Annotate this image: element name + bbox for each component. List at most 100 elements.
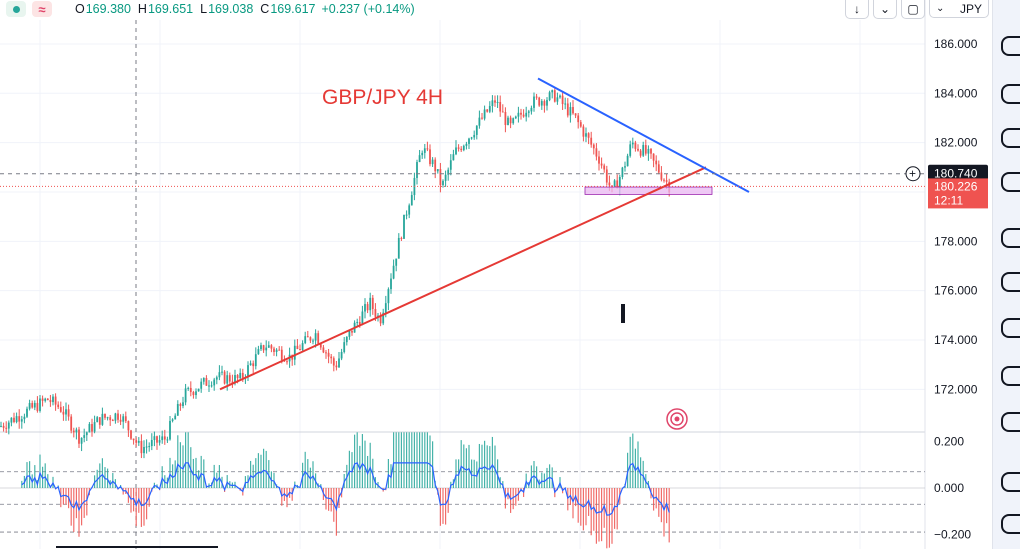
- candle-body: [18, 416, 21, 422]
- candle-body: [410, 195, 413, 206]
- candle-body: [457, 147, 460, 149]
- candle-body: [483, 109, 486, 119]
- candle-body: [371, 297, 374, 309]
- candle-body: [574, 113, 577, 116]
- price-tick-label: 174.000: [934, 333, 978, 347]
- candle-body: [499, 101, 502, 112]
- candle-body: [525, 112, 528, 117]
- candle-body: [423, 148, 426, 153]
- candle-body: [322, 347, 325, 353]
- candle-body: [306, 336, 309, 338]
- replay-target-icon[interactable]: [666, 408, 688, 430]
- candle-body: [340, 351, 343, 359]
- candle-body: [657, 164, 660, 173]
- crosshair-price-label: 180.740: [934, 167, 978, 181]
- candle-body: [10, 417, 13, 423]
- high-label: H: [137, 2, 147, 16]
- open-value: 169.380: [85, 2, 131, 16]
- candle-body: [262, 345, 265, 351]
- candle-body: [202, 378, 205, 382]
- signal-icon[interactable]: [1001, 318, 1020, 338]
- candle-body: [616, 180, 619, 189]
- candle-body: [343, 342, 346, 352]
- visibility-icon[interactable]: [6, 1, 26, 17]
- open-label: O: [75, 2, 85, 16]
- candle-body: [436, 169, 439, 172]
- candle-body: [150, 439, 153, 447]
- candle-body: [254, 354, 257, 367]
- chevrons-icon[interactable]: [1001, 472, 1020, 492]
- candle-body: [475, 125, 478, 135]
- candle-body: [124, 416, 127, 422]
- candle-body: [67, 409, 70, 417]
- candle-body: [507, 117, 509, 125]
- ideas-icon[interactable]: [1001, 172, 1020, 192]
- candle-body: [221, 371, 223, 373]
- candle-body: [366, 304, 369, 311]
- candle-body: [613, 180, 616, 187]
- countdown-label: 12:11: [934, 193, 963, 207]
- candle-body: [374, 308, 377, 317]
- collapse-icon[interactable]: ⌄: [873, 0, 897, 19]
- candle-body: [621, 167, 624, 177]
- candle-body: [135, 440, 138, 443]
- candle-body: [114, 413, 117, 421]
- candle-body: [556, 97, 559, 102]
- fullscreen-icon[interactable]: ▢: [901, 0, 925, 19]
- candle-body: [369, 297, 372, 311]
- calendar-icon[interactable]: [1001, 272, 1020, 292]
- candle-body: [429, 149, 431, 165]
- arrow-down-icon[interactable]: ↓: [845, 0, 869, 19]
- chart-grid: [0, 0, 926, 549]
- data-window-icon[interactable]: [1001, 128, 1020, 148]
- candle-body: [62, 411, 65, 415]
- candle-body: [644, 145, 647, 154]
- candle-body: [2, 425, 5, 428]
- candle-body: [655, 160, 658, 165]
- notifications-icon[interactable]: [1001, 412, 1020, 432]
- low-label: L: [200, 2, 208, 16]
- text-cursor-icon: [621, 304, 625, 323]
- candle-body: [522, 114, 525, 117]
- annotation-title[interactable]: GBP/JPY 4H: [322, 86, 443, 109]
- candle-body: [208, 385, 210, 387]
- wave-icon[interactable]: ≈: [32, 1, 52, 17]
- candle-body: [117, 413, 119, 420]
- candle-body: [603, 165, 606, 170]
- candle-body: [642, 145, 645, 156]
- currency-button[interactable]: ⌄ JPY: [929, 0, 989, 18]
- streams-icon[interactable]: [1001, 366, 1020, 386]
- alerts-icon[interactable]: [1001, 84, 1020, 104]
- osc-tick-label: 0.200: [934, 435, 964, 449]
- candle-body: [286, 361, 288, 363]
- watchlist-icon[interactable]: [1001, 36, 1020, 56]
- chevron-down-icon: ⌄: [936, 3, 945, 14]
- candle-body: [384, 303, 387, 313]
- candle-body: [486, 109, 489, 112]
- candle-body: [96, 417, 99, 423]
- cloud-icon[interactable]: [1001, 228, 1020, 248]
- price-tick-label: 172.000: [934, 382, 978, 396]
- candle-body: [470, 137, 473, 139]
- candle-body: [595, 148, 598, 157]
- resistance-trendline: [537, 77, 750, 193]
- candle-body: [39, 398, 41, 411]
- candle-body: [650, 148, 652, 154]
- candle-body: [512, 118, 515, 124]
- candle-body: [535, 96, 538, 98]
- candle-body: [163, 436, 166, 440]
- candle-body: [314, 333, 317, 341]
- candle-body: [395, 258, 398, 266]
- candle-body: [218, 372, 221, 378]
- candle-body: [566, 103, 569, 116]
- candle-body: [564, 103, 567, 105]
- candle-body: [309, 337, 312, 341]
- candle-body: [148, 446, 151, 448]
- candle-body: [468, 138, 470, 144]
- osc-tick-label: −0.200: [934, 527, 971, 541]
- candle-body: [260, 345, 262, 350]
- price-chart[interactable]: 172.000174.000176.000178.000180.000182.0…: [0, 0, 992, 549]
- candle-body: [197, 388, 200, 392]
- candle-body: [465, 143, 468, 146]
- help-icon[interactable]: [1001, 514, 1020, 534]
